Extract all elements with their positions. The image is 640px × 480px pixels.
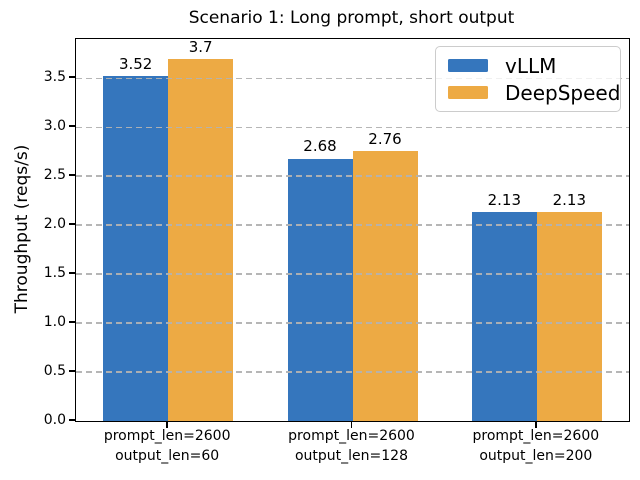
y-tick-label-3.5: 3.5 — [43, 68, 66, 85]
x-tick-label-group1: prompt_len=2600 output_len=60 — [103, 428, 231, 464]
y-tick-label-0.0: 0.0 — [43, 411, 66, 428]
bar-value-label-deepspeed-group3: 2.13 — [552, 191, 587, 210]
legend-swatch-vllm — [448, 59, 488, 72]
y-tick-mark-2.5 — [69, 174, 75, 176]
y-tick-mark-3.0 — [69, 125, 75, 127]
bar-value-label-deepspeed-group1: 3.7 — [188, 37, 213, 56]
y-tick-mark-1.0 — [69, 321, 75, 323]
y-tick-label-2.5: 2.5 — [43, 166, 66, 183]
y-tick-label-0.5: 0.5 — [43, 362, 66, 379]
chart-title: Scenario 1: Long prompt, short output — [188, 8, 515, 28]
y-tick-label-3.0: 3.0 — [43, 117, 66, 134]
bar-value-label-deepspeed-group2: 2.76 — [368, 129, 402, 148]
legend-label-vllm: vLLM — [505, 53, 557, 78]
x-tick-mark-group1 — [166, 421, 168, 428]
x-tick-mark-group2 — [350, 421, 353, 428]
y-tick-label-1.5: 1.5 — [43, 264, 66, 281]
y-tick-mark-2.0 — [69, 223, 75, 225]
bar-vllm-group3 — [471, 212, 537, 421]
plot-area: 3.52 2.68 2.13 3.7 2.76 2.13 vLLM DeepSpeed — [75, 38, 630, 422]
y-tick-mark-0.5 — [69, 370, 75, 372]
bar-deepspeed-group1 — [168, 58, 234, 421]
y-tick-mark-1.5 — [69, 272, 75, 274]
legend: vLLM DeepSpeed — [435, 46, 621, 112]
legend-item-vllm: vLLM — [448, 54, 608, 78]
y-tick-mark-3.5 — [69, 76, 75, 78]
x-tick-label-group3: prompt_len=2600 output_len=200 — [472, 428, 600, 464]
bar-deepspeed-group2 — [352, 150, 418, 421]
bar-vllm-group1 — [103, 76, 169, 421]
bar-deepspeed-group3 — [536, 212, 602, 421]
legend-swatch-deepspeed — [448, 86, 488, 99]
x-tick-label-group2: prompt_len=2600 output_len=128 — [288, 428, 415, 464]
bar-value-label-vllm-group1: 3.52 — [118, 55, 153, 74]
bar-vllm-group2 — [287, 158, 353, 421]
bar-value-label-vllm-group3: 2.13 — [487, 191, 522, 210]
legend-item-deepspeed: DeepSpeed — [448, 81, 620, 105]
legend-label-deepspeed: DeepSpeed — [505, 80, 621, 105]
y-tick-mark-0.0 — [69, 419, 75, 421]
y-tick-label-1.0: 1.0 — [43, 313, 66, 330]
x-tick-mark-group3 — [535, 421, 537, 428]
y-tick-label-2.0: 2.0 — [43, 215, 66, 232]
bar-value-label-vllm-group2: 2.68 — [303, 137, 337, 156]
